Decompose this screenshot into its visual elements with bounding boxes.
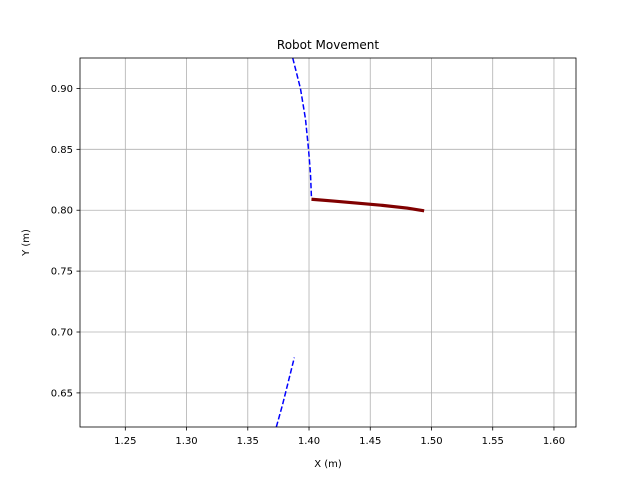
y-tick-label: 0.70 <box>51 328 73 339</box>
y-tick-label: 0.90 <box>51 84 73 95</box>
x-tick-label: 1.45 <box>359 436 381 447</box>
data-series <box>275 57 425 428</box>
y-tick-label: 0.75 <box>51 267 73 278</box>
dashed-path-line <box>275 357 296 428</box>
solid-path-line <box>311 197 425 213</box>
y-tick-label: 0.80 <box>51 206 73 217</box>
x-tick-label: 1.25 <box>114 436 136 447</box>
y-axis-label: Y (m) <box>21 229 32 257</box>
plot-frame <box>79 57 577 428</box>
x-tick-label: 1.50 <box>420 436 442 447</box>
y-tick-label: 0.85 <box>51 145 73 156</box>
x-tick-label: 1.60 <box>543 436 565 447</box>
y-axis-ticks: 0.65 0.70 0.75 0.80 0.85 0.90 <box>51 84 80 399</box>
x-tick-label: 1.40 <box>298 436 320 447</box>
x-tick-label: 1.30 <box>175 436 197 447</box>
x-tick-label: 1.35 <box>237 436 259 447</box>
x-axis-ticks: 1.25 1.30 1.35 1.40 1.45 1.50 1.55 1.60 <box>114 427 565 447</box>
chart-title: Robot Movement <box>277 38 379 52</box>
x-tick-label: 1.55 <box>482 436 504 447</box>
dashed-path-line <box>292 57 313 199</box>
grid-lines <box>80 58 576 427</box>
x-axis-label: X (m) <box>314 459 342 470</box>
y-tick-label: 0.65 <box>51 388 73 399</box>
